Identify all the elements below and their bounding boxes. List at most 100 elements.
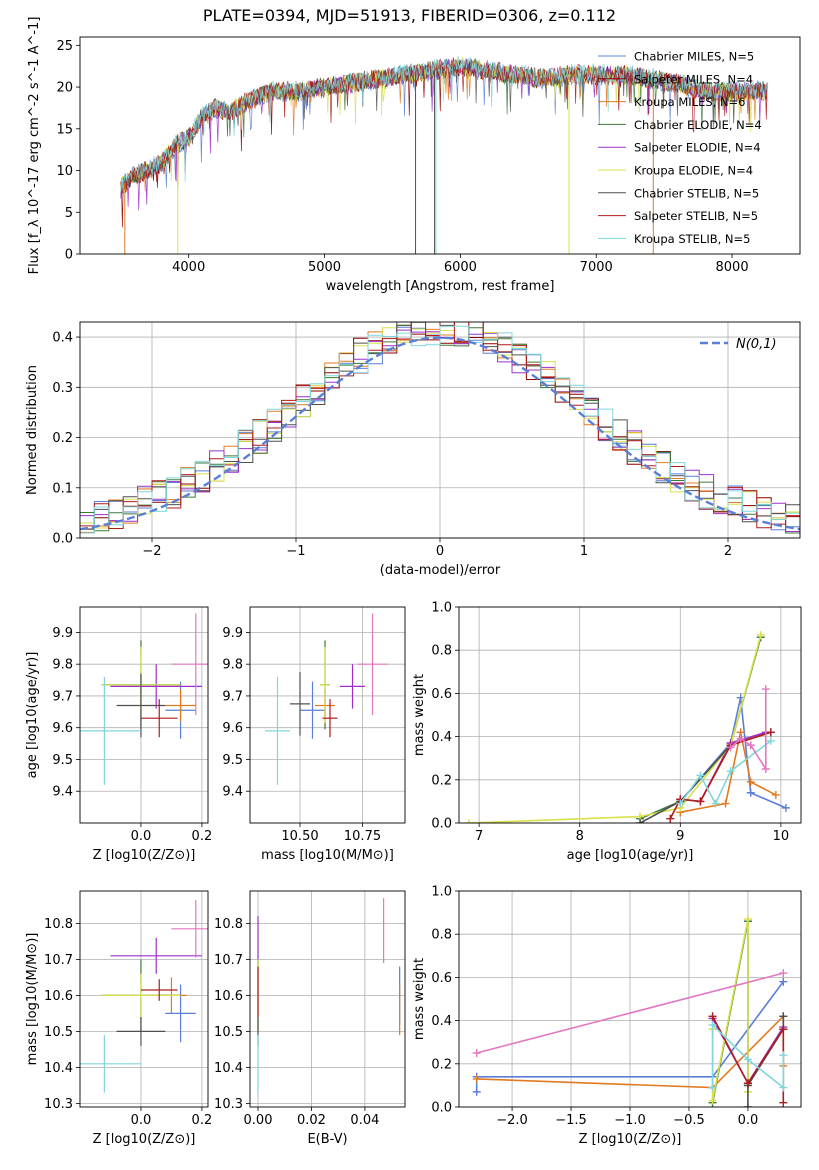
x-tick-label: 7 — [475, 829, 483, 844]
x-tick-label: 5000 — [308, 260, 341, 275]
axes-frame — [79, 321, 801, 539]
panel-mass-weight-vs-age: 7 8 9 10 0.0 0.2 0.4 0.6 0.8 1.0 age [log10(age/yr… — [412, 601, 802, 863]
plus-marker — [766, 728, 775, 737]
panel-residuals: −2 −1 0 1 2 0.0 0.1 0.2 0.3 0.4 (data-model)/error… — [25, 321, 801, 578]
y-tick-label: 10.7 — [44, 953, 73, 968]
axes-frame — [249, 890, 406, 1108]
y-tick-label: 0.2 — [431, 773, 452, 788]
x-tick-label: 0.00 — [244, 1113, 273, 1128]
y-tick-label: 0.6 — [431, 687, 452, 702]
x-axis-label: (data-model)/error — [380, 563, 501, 578]
errorbar-point — [290, 672, 310, 736]
plus-marker — [743, 1055, 752, 1064]
y-tick-label: 0.4 — [52, 331, 73, 346]
legend-label: Chabrier ELODIE, N=4 — [634, 118, 762, 132]
x-tick-label: 9 — [676, 829, 684, 844]
y-tick-label: 9.9 — [52, 626, 73, 641]
x-tick-label: −1.0 — [614, 1113, 646, 1128]
plus-marker — [472, 1049, 481, 1057]
plus-marker — [779, 977, 788, 986]
x-axis-label: Z [log10(Z/Z⊙)] — [93, 848, 196, 863]
spectrum-line — [120, 56, 768, 192]
y-tick-label: 10.3 — [44, 1097, 73, 1112]
y-tick-label: 0.6 — [431, 971, 452, 986]
y-tick-label: 9.6 — [222, 721, 243, 736]
x-tick-label: 10.75 — [344, 829, 381, 844]
plus-marker — [708, 1020, 717, 1029]
plus-marker — [743, 915, 752, 924]
y-tick-label: 9.4 — [222, 785, 243, 800]
plus-marker — [779, 1051, 788, 1060]
axes-frame — [458, 606, 802, 824]
x-tick-label: 0.2 — [192, 829, 213, 844]
legend-label: Kroupa STELIB, N=5 — [634, 232, 751, 246]
legend: N(0,1) — [700, 337, 777, 352]
plus-marker — [746, 741, 755, 750]
x-tick-label: 1 — [580, 544, 588, 559]
errorbar-point — [357, 613, 388, 715]
plus-marker — [666, 814, 675, 823]
plus-marker — [779, 969, 788, 978]
y-tick-label: 0.8 — [431, 644, 452, 659]
y-axis-label: Flux [f_λ 10^-17 erg cm^-2 s^-1 A^-1] — [27, 17, 42, 275]
errorbar-point — [110, 937, 202, 974]
plus-marker — [676, 799, 685, 808]
y-tick-label: 10.3 — [214, 1097, 243, 1112]
y-tick-label: 9.7 — [222, 689, 243, 704]
x-tick-label: 10 — [773, 829, 790, 844]
y-tick-label: 0.4 — [431, 730, 452, 745]
y-tick-label: 10.5 — [44, 1025, 73, 1040]
plus-marker — [708, 1012, 717, 1021]
plus-marker — [746, 777, 755, 786]
plus-marker — [771, 790, 780, 799]
plus-marker — [726, 743, 735, 752]
y-tick-label: 5 — [65, 206, 73, 221]
panel-mass-vs-EBV: 0.00 0.02 0.04 10.3 10.4 10.5 10.6 10.7 10.8 E(B-… — [214, 890, 406, 1147]
plus-marker — [761, 765, 770, 773]
y-tick-label: 1.0 — [431, 601, 452, 616]
axes-frame — [79, 606, 209, 824]
legend-label: Salpeter MILES, N=4 — [634, 72, 753, 86]
plus-marker — [779, 1098, 788, 1107]
plus-marker — [708, 1083, 717, 1092]
histogram-step — [80, 325, 800, 534]
errorbar-point — [165, 984, 196, 1043]
weight-line — [639, 636, 762, 820]
x-tick-label: 10.50 — [281, 829, 318, 844]
y-axis-label: mass [log10(M/M⊙)] — [25, 933, 40, 1066]
plus-marker — [743, 1079, 752, 1088]
x-tick-label: 7000 — [580, 260, 613, 275]
y-tick-label: 9.5 — [52, 753, 73, 768]
y-tick-label: 9.4 — [52, 785, 73, 800]
y-tick-label: 10.7 — [214, 953, 243, 968]
errorbar-point — [101, 973, 181, 1017]
x-axis-label: Z [log10(Z/Z⊙)] — [93, 1132, 196, 1147]
plot-area — [120, 56, 768, 254]
panel-mass-vs-Z: 0.0 0.2 10.3 10.4 10.5 10.6 10.7 10.8 Z [log10(Z… — [25, 890, 212, 1147]
plus-marker — [766, 736, 775, 745]
x-axis-label: age [log10(age/yr)] — [567, 848, 694, 863]
x-tick-label: 0 — [436, 544, 444, 559]
errorbar-point — [140, 979, 178, 1001]
histogram-step — [80, 322, 800, 529]
legend-label: Chabrier STELIB, N=5 — [634, 186, 759, 200]
y-tick-label: 10.6 — [214, 989, 243, 1004]
y-tick-label: 9.9 — [222, 626, 243, 641]
x-tick-label: −0.5 — [673, 1113, 705, 1128]
y-tick-label: 10.4 — [44, 1061, 73, 1076]
x-tick-label: −1 — [286, 544, 305, 559]
weight-line — [476, 972, 784, 1054]
errorbar-point — [340, 664, 365, 709]
y-axis-label: age [log10(age/yr)] — [25, 652, 40, 779]
y-tick-label: 0.2 — [431, 1057, 452, 1072]
x-tick-label: −1.5 — [555, 1113, 587, 1128]
errorbar-point — [110, 664, 202, 709]
legend-label: Salpeter ELODIE, N=4 — [634, 141, 761, 155]
y-tick-label: 1.0 — [431, 885, 452, 900]
y-axis-label: mass weight — [412, 674, 427, 756]
legend-label: Chabrier MILES, N=5 — [634, 50, 754, 64]
plus-marker — [708, 1096, 717, 1105]
x-axis-label: mass [log10(M/M⊙)] — [261, 848, 394, 863]
panel-spectrum: 4000 5000 6000 7000 8000 0 5 10 15 20 25 wavelength… — [27, 17, 801, 294]
plus-marker — [761, 685, 770, 694]
